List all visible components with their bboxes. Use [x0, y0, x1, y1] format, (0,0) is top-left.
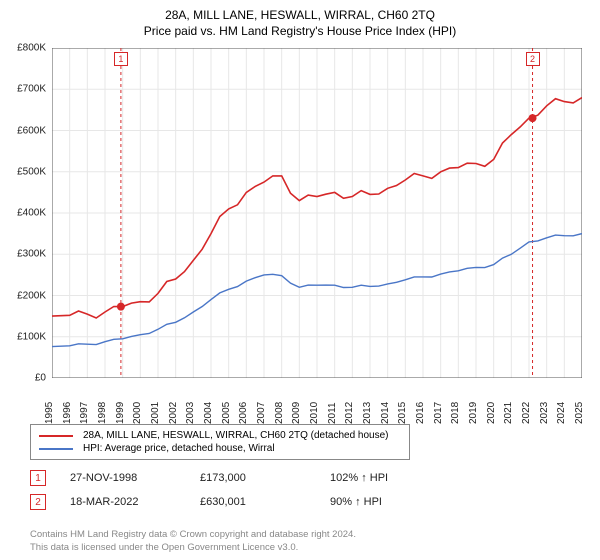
x-tick-label: 2017 [433, 402, 444, 424]
marker-delta: 90% ↑ HPI [330, 496, 460, 508]
y-axis-labels: £0£100K£200K£300K£400K£500K£600K£700K£80… [0, 48, 50, 378]
marker-table: 1 27-NOV-1998£173,000102% ↑ HPI 2 18-MAR-20… [30, 466, 570, 514]
x-tick-label: 2016 [415, 402, 426, 424]
x-tick-label: 2004 [203, 402, 214, 424]
x-tick-label: 1995 [44, 402, 55, 424]
x-tick-label: 2005 [221, 402, 232, 424]
footer-line2: This data is licensed under the Open Gov… [30, 542, 356, 554]
x-tick-label: 2024 [556, 402, 567, 424]
marker-row: 1 27-NOV-1998£173,000102% ↑ HPI [30, 466, 570, 490]
y-tick-label: £100K [17, 331, 46, 342]
legend-row: 28A, MILL LANE, HESWALL, WIRRAL, CH60 2T… [39, 429, 401, 442]
x-tick-label: 2000 [132, 402, 143, 424]
chart-plot-area: 12 [52, 48, 582, 378]
x-tick-label: 2018 [450, 402, 461, 424]
x-tick-label: 2008 [274, 402, 285, 424]
x-tick-label: 2009 [291, 402, 302, 424]
x-tick-label: 2010 [309, 402, 320, 424]
x-tick-label: 2020 [486, 402, 497, 424]
legend: 28A, MILL LANE, HESWALL, WIRRAL, CH60 2T… [30, 424, 410, 460]
y-tick-label: £400K [17, 208, 46, 219]
marker-date: 27-NOV-1998 [70, 472, 200, 484]
x-tick-label: 2001 [150, 402, 161, 424]
x-tick-label: 2014 [380, 402, 391, 424]
x-tick-label: 2025 [574, 402, 585, 424]
marker-price: £173,000 [200, 472, 330, 484]
marker-delta: 102% ↑ HPI [330, 472, 460, 484]
y-tick-label: £300K [17, 249, 46, 260]
footer-line1: Contains HM Land Registry data © Crown c… [30, 529, 356, 541]
x-tick-label: 2021 [503, 402, 514, 424]
x-axis-labels: 1995199619971998199920002001200220032004… [52, 380, 582, 420]
x-tick-label: 2002 [168, 402, 179, 424]
x-tick-label: 2007 [256, 402, 267, 424]
chart-subtitle: Price paid vs. HM Land Registry's House … [0, 22, 600, 44]
x-tick-label: 1999 [115, 402, 126, 424]
chart-marker-1: 1 [114, 52, 128, 66]
y-tick-label: £0 [35, 373, 46, 384]
x-tick-label: 2006 [238, 402, 249, 424]
y-tick-label: £500K [17, 166, 46, 177]
legend-row: HPI: Average price, detached house, Wirr… [39, 442, 401, 455]
legend-label: HPI: Average price, detached house, Wirr… [83, 443, 275, 454]
x-tick-label: 2022 [521, 402, 532, 424]
x-tick-label: 2012 [344, 402, 355, 424]
x-tick-label: 2019 [468, 402, 479, 424]
marker-date: 18-MAR-2022 [70, 496, 200, 508]
y-tick-label: £600K [17, 125, 46, 136]
x-tick-label: 2003 [185, 402, 196, 424]
y-tick-label: £800K [17, 43, 46, 54]
x-tick-label: 1998 [97, 402, 108, 424]
marker-badge: 2 [30, 494, 46, 510]
marker-badge: 1 [30, 470, 46, 486]
legend-swatch [39, 448, 73, 450]
footer-attribution: Contains HM Land Registry data © Crown c… [30, 529, 356, 554]
chart-svg [52, 48, 582, 378]
legend-label: 28A, MILL LANE, HESWALL, WIRRAL, CH60 2T… [83, 430, 389, 441]
x-tick-label: 2013 [362, 402, 373, 424]
marker-price: £630,001 [200, 496, 330, 508]
y-tick-label: £700K [17, 84, 46, 95]
marker-row: 2 18-MAR-2022£630,00190% ↑ HPI [30, 490, 570, 514]
chart-title: 28A, MILL LANE, HESWALL, WIRRAL, CH60 2T… [0, 0, 600, 22]
x-tick-label: 1996 [62, 402, 73, 424]
legend-swatch [39, 435, 73, 437]
x-tick-label: 2011 [327, 402, 338, 424]
x-tick-label: 2023 [539, 402, 550, 424]
x-tick-label: 2015 [397, 402, 408, 424]
y-tick-label: £200K [17, 290, 46, 301]
chart-marker-2: 2 [526, 52, 540, 66]
x-tick-label: 1997 [79, 402, 90, 424]
chart-container: 28A, MILL LANE, HESWALL, WIRRAL, CH60 2T… [0, 0, 600, 560]
